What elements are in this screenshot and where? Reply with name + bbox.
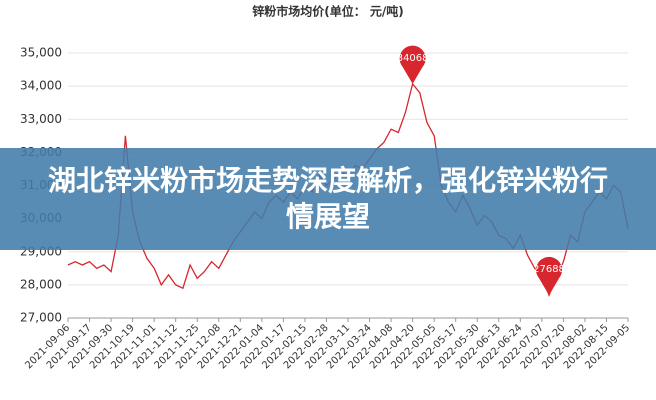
y-tick-label: 35,000 [20, 46, 62, 60]
overlay-title: 湖北锌米粉市场走势深度解析，强化锌米粉行情展望 [47, 164, 608, 233]
pin-marker [399, 45, 426, 84]
chart-title: 锌粉市场均价(单位： 元/吨) [252, 4, 404, 19]
y-tick-label: 33,000 [20, 112, 62, 126]
y-tick-label: 34,000 [20, 79, 62, 93]
pin-label: 27688 [533, 264, 565, 275]
pin-label: 34068 [397, 53, 429, 64]
pin-marker [536, 256, 563, 296]
y-tick-label: 28,000 [20, 277, 62, 291]
overlay-banner: 湖北锌米粉市场走势深度解析，强化锌米粉行情展望 [0, 148, 656, 250]
y-tick-label: 27,000 [20, 311, 62, 325]
